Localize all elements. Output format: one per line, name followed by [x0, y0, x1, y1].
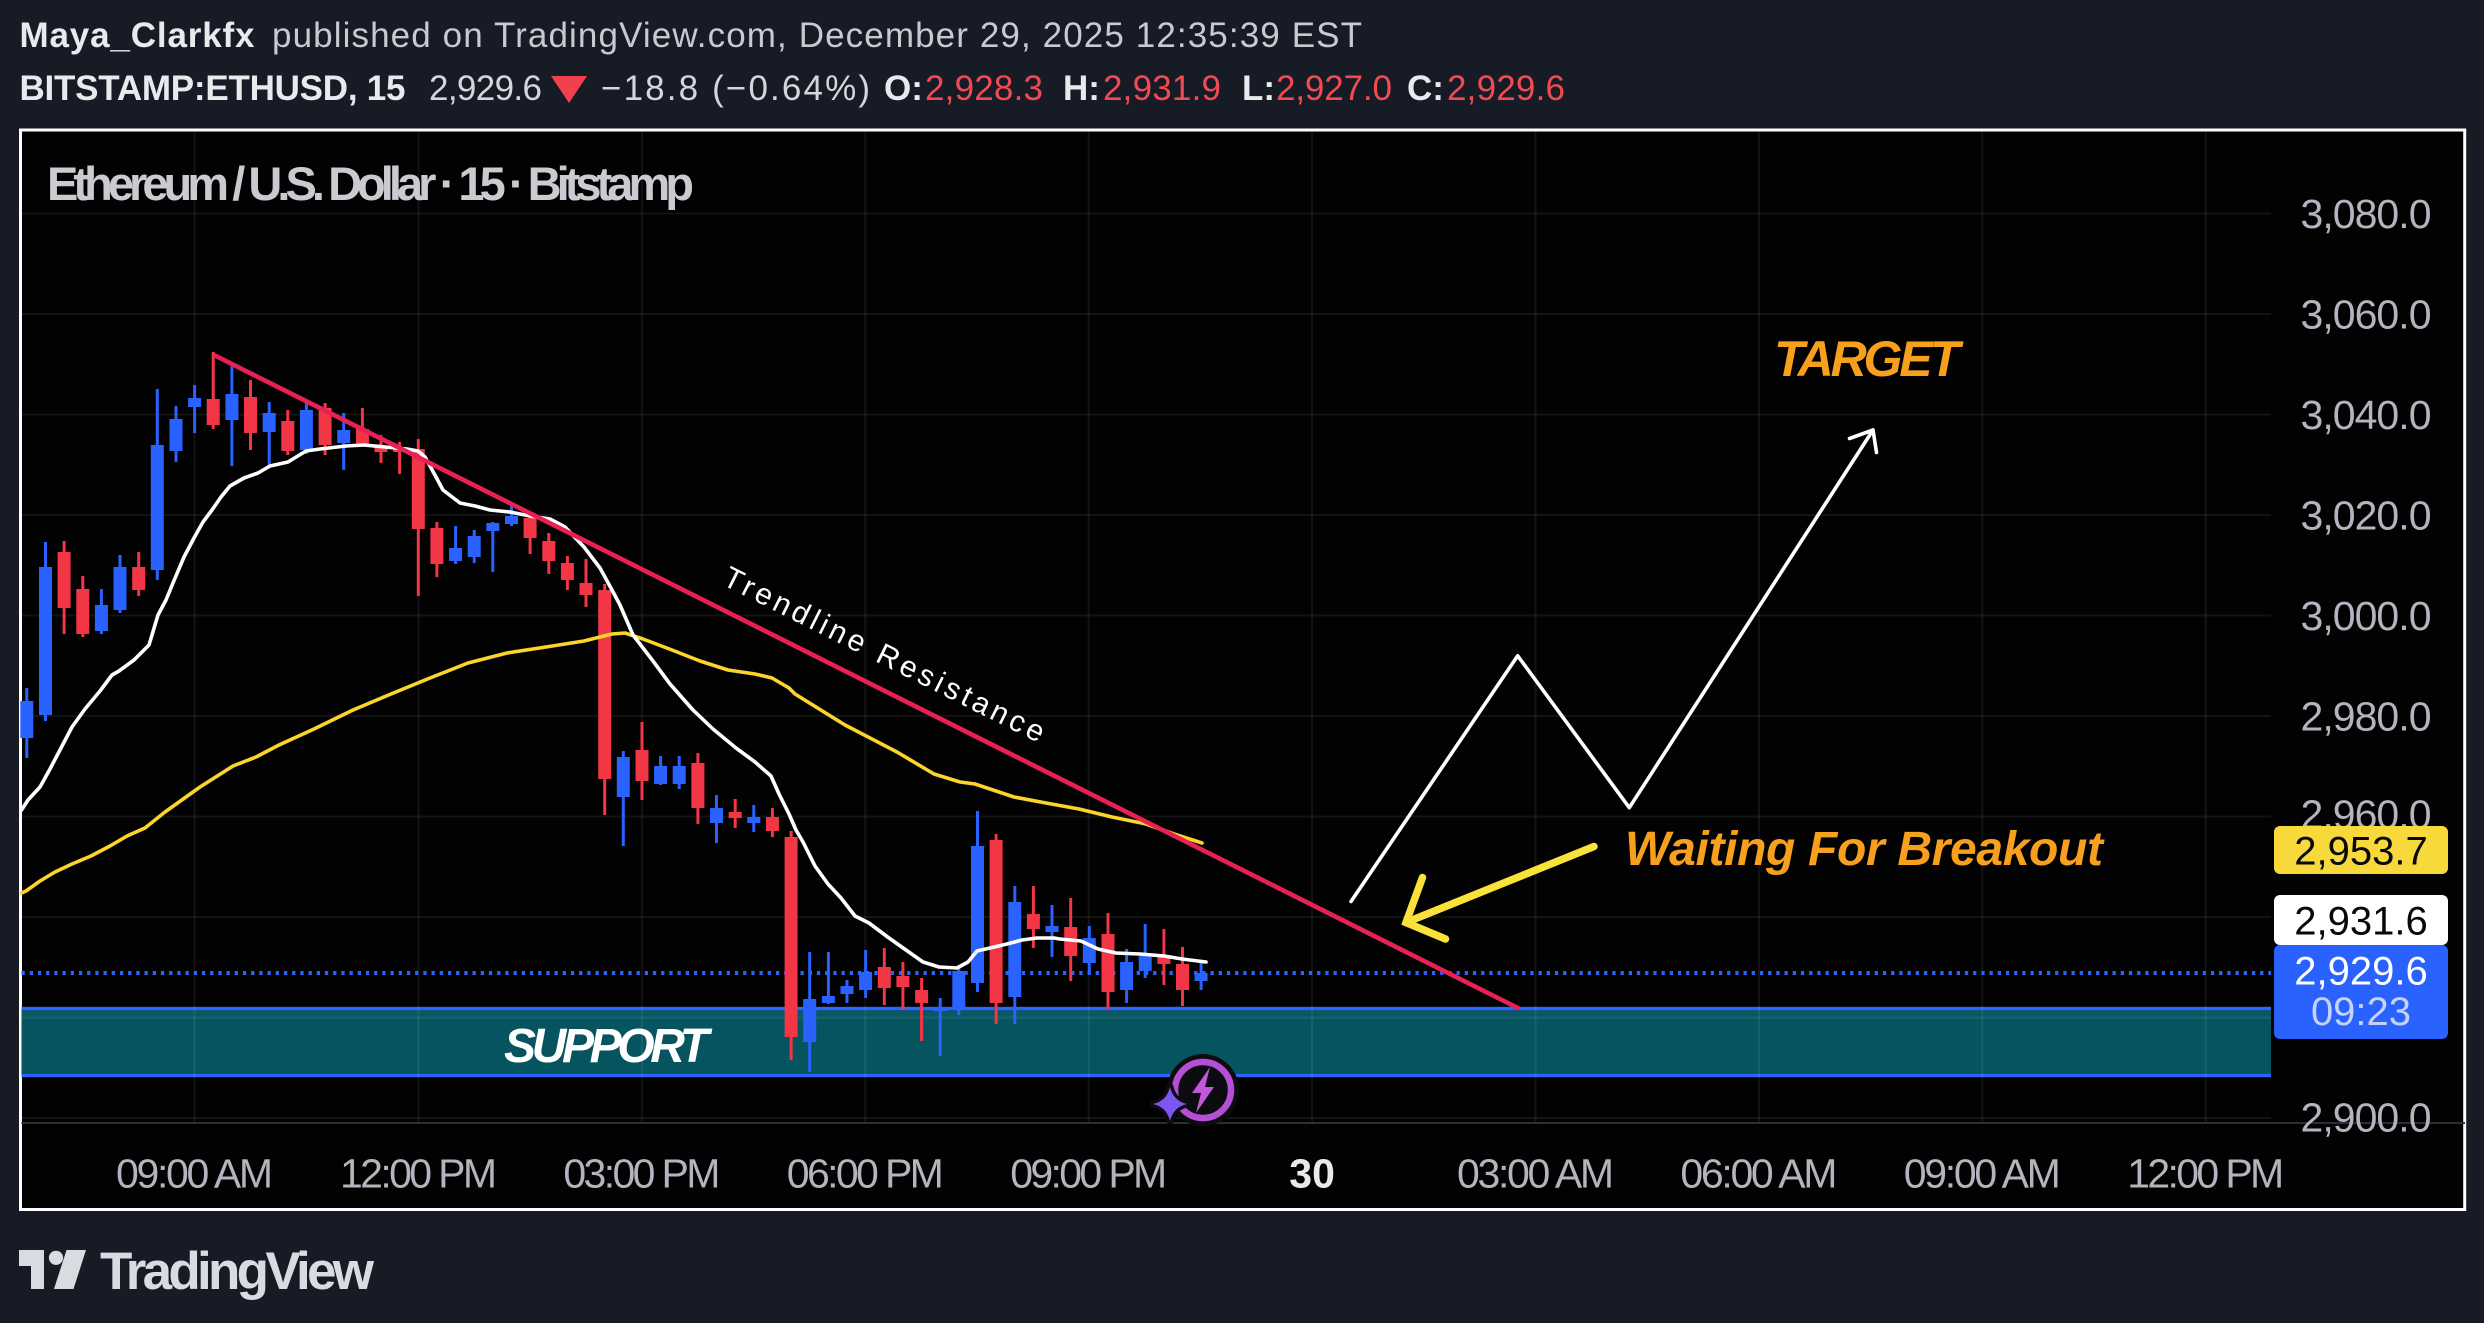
svg-text:Maya_Clarkfx: Maya_Clarkfx [20, 16, 256, 55]
svg-text:published on TradingView.com,: published on TradingView.com, December 2… [272, 16, 1362, 55]
svg-text:2,929.6: 2,929.6 [429, 69, 542, 108]
svg-text:03:00 AM: 03:00 AM [1457, 1151, 1614, 1197]
svg-text:2,931.9: 2,931.9 [1103, 69, 1221, 108]
svg-text:3,040.0: 3,040.0 [2301, 392, 2432, 438]
svg-text:TradingView: TradingView [100, 1242, 375, 1301]
svg-text:Ethereum / U.S. Dollar · 15 ·: Ethereum / U.S. Dollar · 15 · Bitstamp [47, 157, 694, 210]
svg-text:09:00 AM: 09:00 AM [116, 1151, 273, 1197]
svg-text:SUPPORT: SUPPORT [504, 1020, 713, 1073]
svg-text:09:23: 09:23 [2311, 990, 2411, 1034]
svg-text:H:: H: [1063, 69, 1100, 108]
svg-text:3,080.0: 3,080.0 [2301, 191, 2432, 237]
svg-text:2,900.0: 2,900.0 [2301, 1095, 2432, 1141]
svg-text:3,060.0: 3,060.0 [2301, 292, 2432, 338]
svg-text:30: 30 [1289, 1151, 1335, 1197]
svg-text:C:: C: [1407, 69, 1444, 108]
svg-text:2,929.6: 2,929.6 [2294, 950, 2427, 994]
svg-text:2,928.3: 2,928.3 [925, 69, 1043, 108]
svg-text:2,929.6: 2,929.6 [1447, 69, 1565, 108]
svg-text:L:: L: [1242, 69, 1275, 108]
svg-text:2,927.0: 2,927.0 [1276, 69, 1392, 108]
svg-text:BITSTAMP:ETHUSD, 15: BITSTAMP:ETHUSD, 15 [20, 69, 406, 108]
svg-text:O:: O: [884, 69, 923, 108]
svg-text:−18.8 (−0.64%): −18.8 (−0.64%) [601, 69, 870, 108]
svg-text:3,000.0: 3,000.0 [2301, 593, 2432, 639]
svg-text:09:00 PM: 09:00 PM [1010, 1151, 1167, 1197]
svg-text:3,020.0: 3,020.0 [2301, 493, 2432, 539]
svg-text:TARGET: TARGET [1774, 331, 1964, 387]
svg-text:06:00 AM: 06:00 AM [1680, 1151, 1837, 1197]
svg-text:2,953.7: 2,953.7 [2294, 830, 2427, 874]
svg-text:06:00 PM: 06:00 PM [787, 1151, 944, 1197]
svg-text:12:00 PM: 12:00 PM [2127, 1151, 2284, 1197]
svg-text:12:00 PM: 12:00 PM [340, 1151, 497, 1197]
svg-text:2,980.0: 2,980.0 [2301, 694, 2432, 740]
svg-text:09:00 AM: 09:00 AM [1904, 1151, 2061, 1197]
svg-text:Waiting For Breakout: Waiting For Breakout [1625, 823, 2105, 876]
svg-text:2,931.6: 2,931.6 [2294, 900, 2427, 944]
svg-text:03:00 PM: 03:00 PM [563, 1151, 720, 1197]
